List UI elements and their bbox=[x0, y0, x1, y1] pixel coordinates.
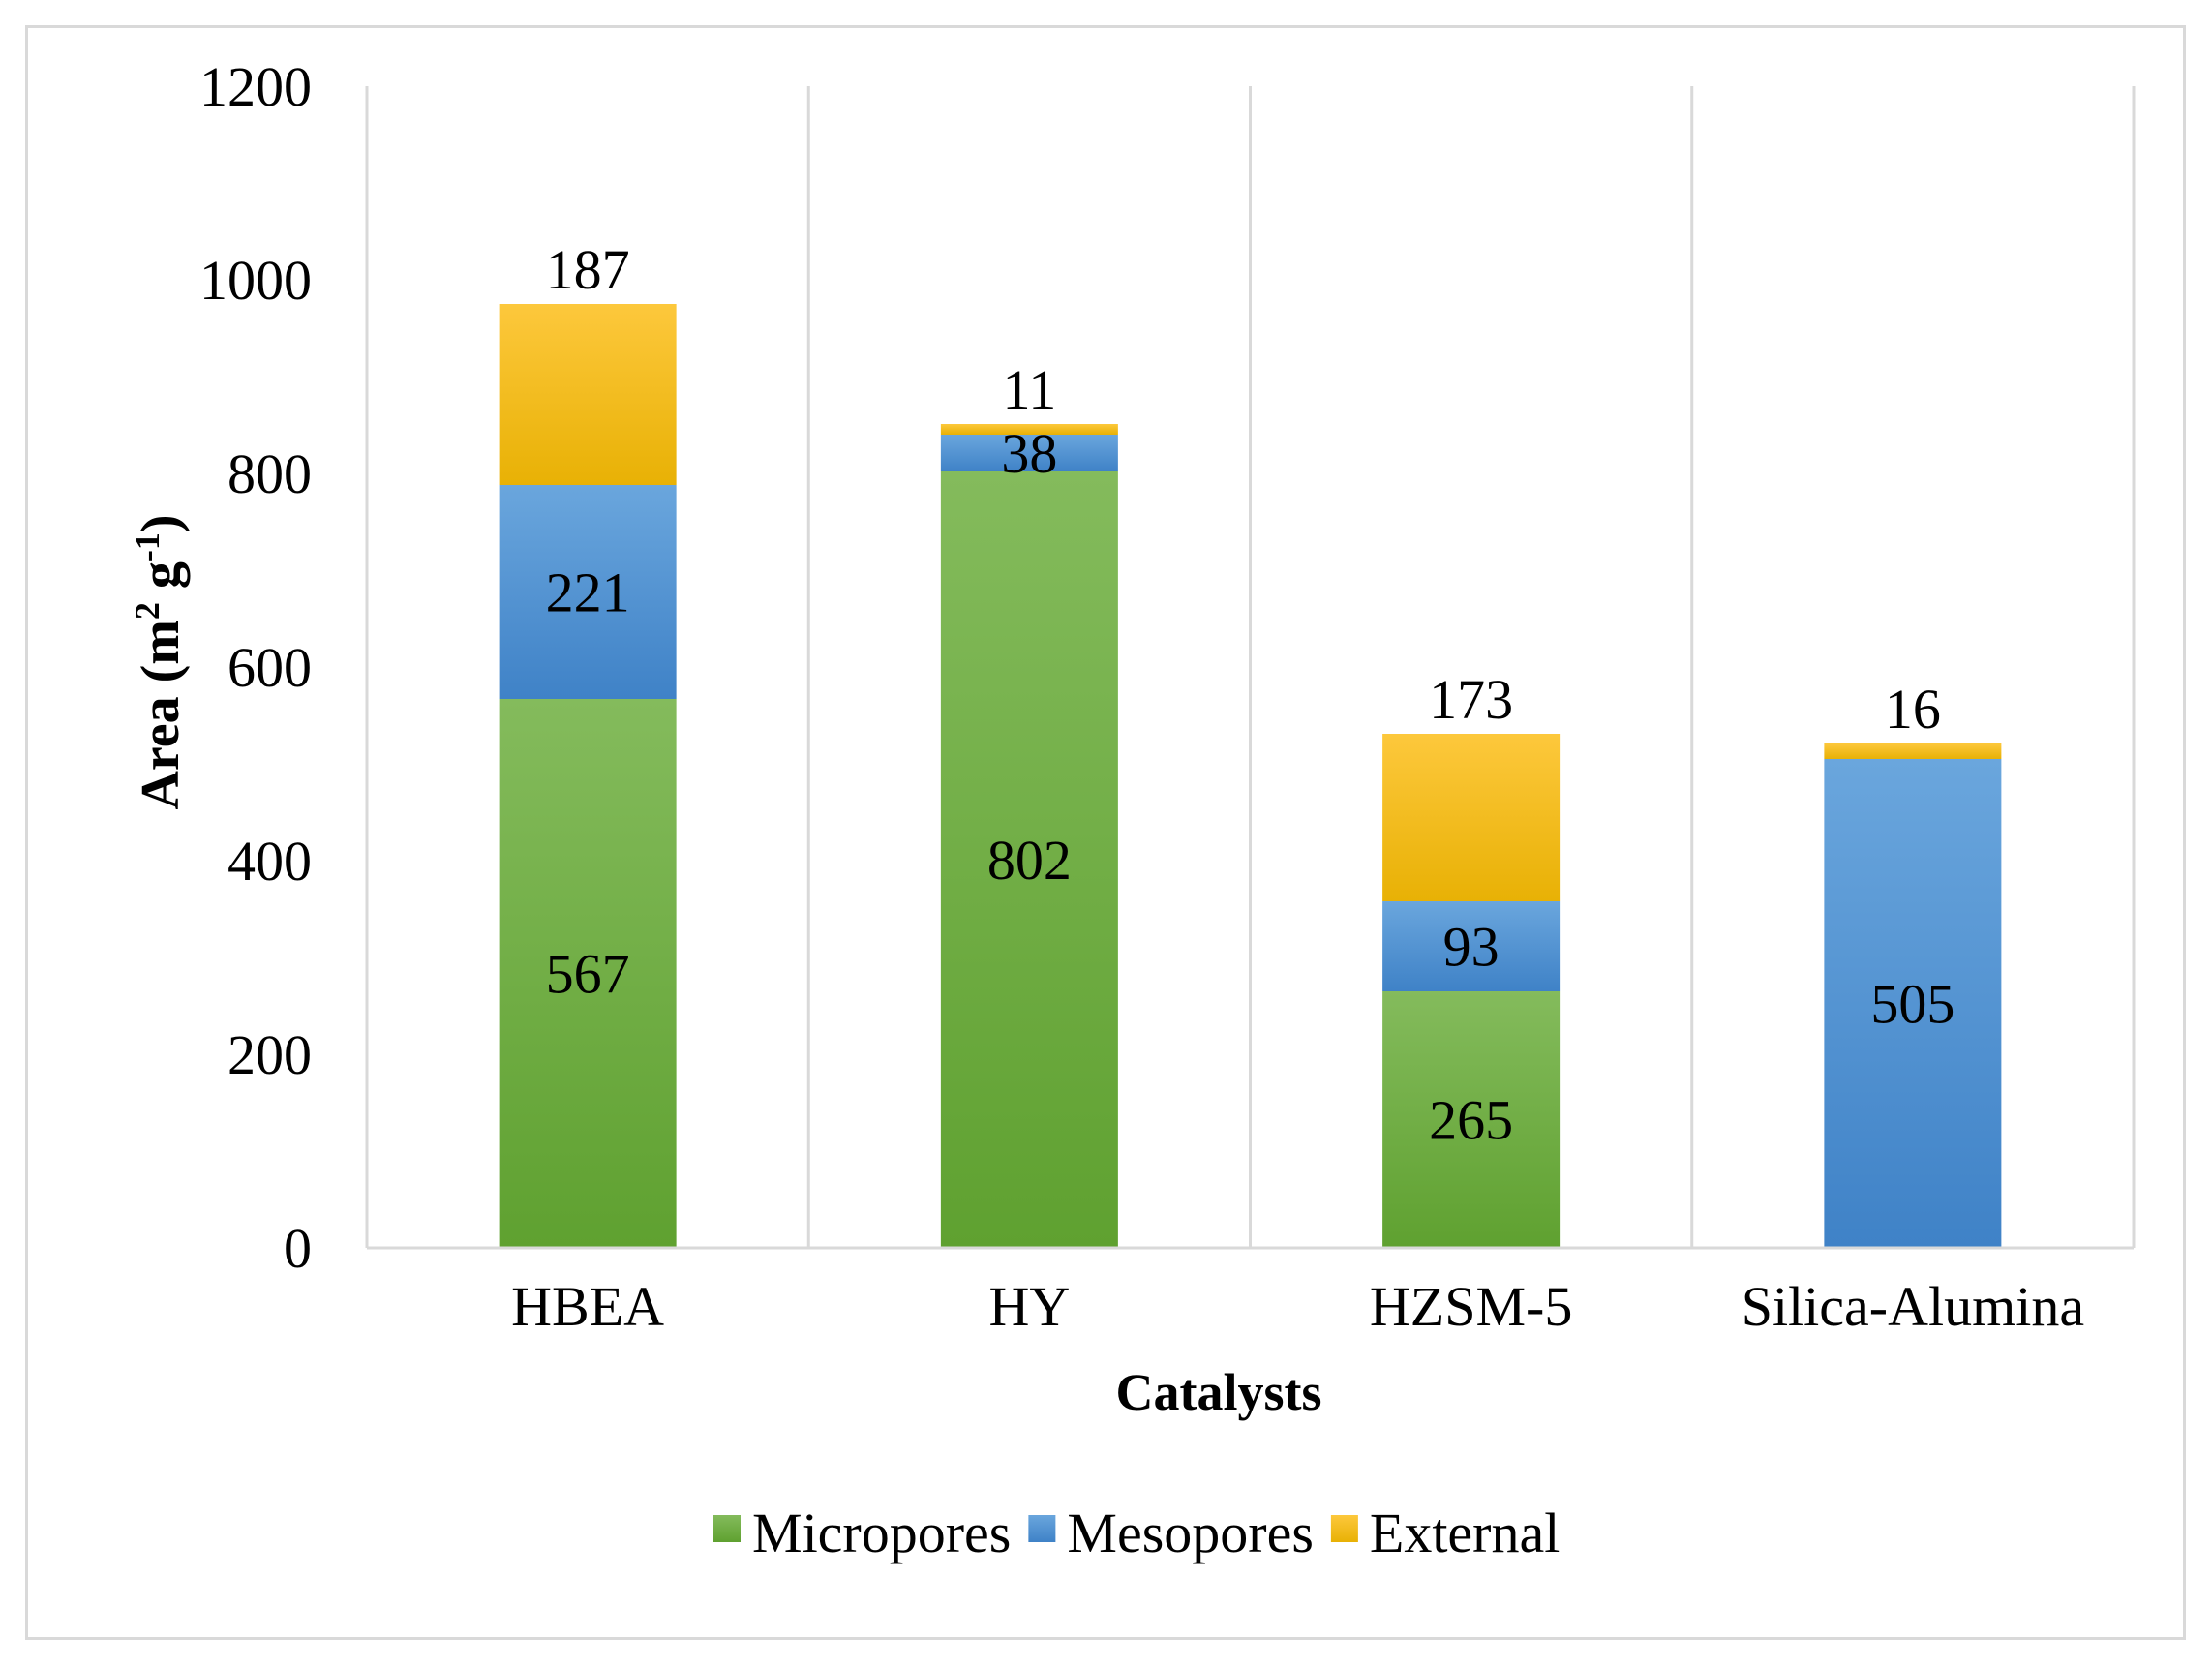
data-label: 11 bbox=[1002, 358, 1056, 421]
bar-mesopores-hbea bbox=[499, 485, 677, 699]
y-tick-label: 1000 bbox=[199, 249, 312, 312]
bars bbox=[499, 304, 2002, 1248]
data-label: 221 bbox=[546, 561, 630, 624]
y-axis-title-mid: g bbox=[131, 561, 191, 602]
grid-lines bbox=[365, 86, 2136, 1248]
y-tick-label: 400 bbox=[227, 830, 312, 893]
legend-swatch bbox=[1028, 1515, 1056, 1542]
legend-swatch bbox=[713, 1515, 741, 1542]
bar-external-hzsm-5 bbox=[1382, 734, 1561, 901]
y-axis-title: Area (m2 g-1) bbox=[128, 514, 191, 809]
bar-mesopores-silica-alumina bbox=[1824, 759, 2002, 1248]
x-axis-title: Catalysts bbox=[1116, 1363, 1322, 1421]
legend-label: Mesopores bbox=[1067, 1502, 1314, 1564]
bar-micropores-hy bbox=[940, 471, 1118, 1248]
y-tick-label: 200 bbox=[227, 1023, 312, 1086]
y-tick-label: 0 bbox=[284, 1217, 312, 1280]
x-tick-label: HBEA bbox=[511, 1275, 664, 1338]
legend: Micropores Mesopores External bbox=[713, 1502, 1560, 1564]
data-label: 505 bbox=[1870, 973, 1954, 1036]
y-tick-label: 600 bbox=[227, 636, 312, 699]
bar-external-silica-alumina bbox=[1824, 743, 2002, 759]
bar-external-hy bbox=[940, 424, 1118, 435]
legend-item-micropores: Micropores bbox=[713, 1502, 1011, 1564]
y-tick-label: 800 bbox=[227, 442, 312, 505]
data-label: 16 bbox=[1885, 678, 1941, 741]
bar-mesopores-hy bbox=[940, 435, 1118, 471]
data-label: 38 bbox=[1001, 422, 1057, 485]
y-axis-title-sup2: -1 bbox=[128, 532, 167, 561]
legend-item-external: External bbox=[1330, 1502, 1560, 1564]
data-label: 187 bbox=[546, 238, 630, 301]
y-tick-label: 1200 bbox=[199, 55, 312, 118]
x-tick-label: Silica-Alumina bbox=[1742, 1275, 2084, 1338]
data-label: 265 bbox=[1429, 1089, 1513, 1152]
data-label: 802 bbox=[987, 829, 1072, 892]
axes: 0 200 400 600 800 1000 1200 HBEA HY HZSM-5 Silica-… bbox=[199, 55, 2134, 1338]
bar-micropores-hbea bbox=[499, 699, 677, 1248]
bar-mesopores-hzsm-5 bbox=[1382, 901, 1561, 991]
y-axis-title-sup1: 2 bbox=[128, 602, 167, 620]
bar-external-hbea bbox=[499, 304, 677, 485]
y-axis-title-base: Area (m bbox=[131, 620, 191, 809]
legend-label: External bbox=[1370, 1502, 1560, 1564]
data-label: 567 bbox=[546, 943, 630, 1006]
bar-micropores-hzsm-5 bbox=[1382, 991, 1561, 1248]
data-label: 173 bbox=[1429, 668, 1513, 731]
legend-item-mesopores: Mesopores bbox=[1028, 1502, 1314, 1564]
legend-swatch bbox=[1330, 1515, 1358, 1542]
x-tick-label: HY bbox=[988, 1275, 1070, 1338]
y-axis-title-end: ) bbox=[131, 514, 191, 532]
data-label: 93 bbox=[1443, 916, 1500, 979]
legend-label: Micropores bbox=[752, 1502, 1011, 1564]
chart-frame: 567 221 187 802 38 11 265 93 173 505 16 0 200 400 600… bbox=[25, 25, 2186, 1640]
x-tick-label: HZSM-5 bbox=[1370, 1275, 1572, 1338]
